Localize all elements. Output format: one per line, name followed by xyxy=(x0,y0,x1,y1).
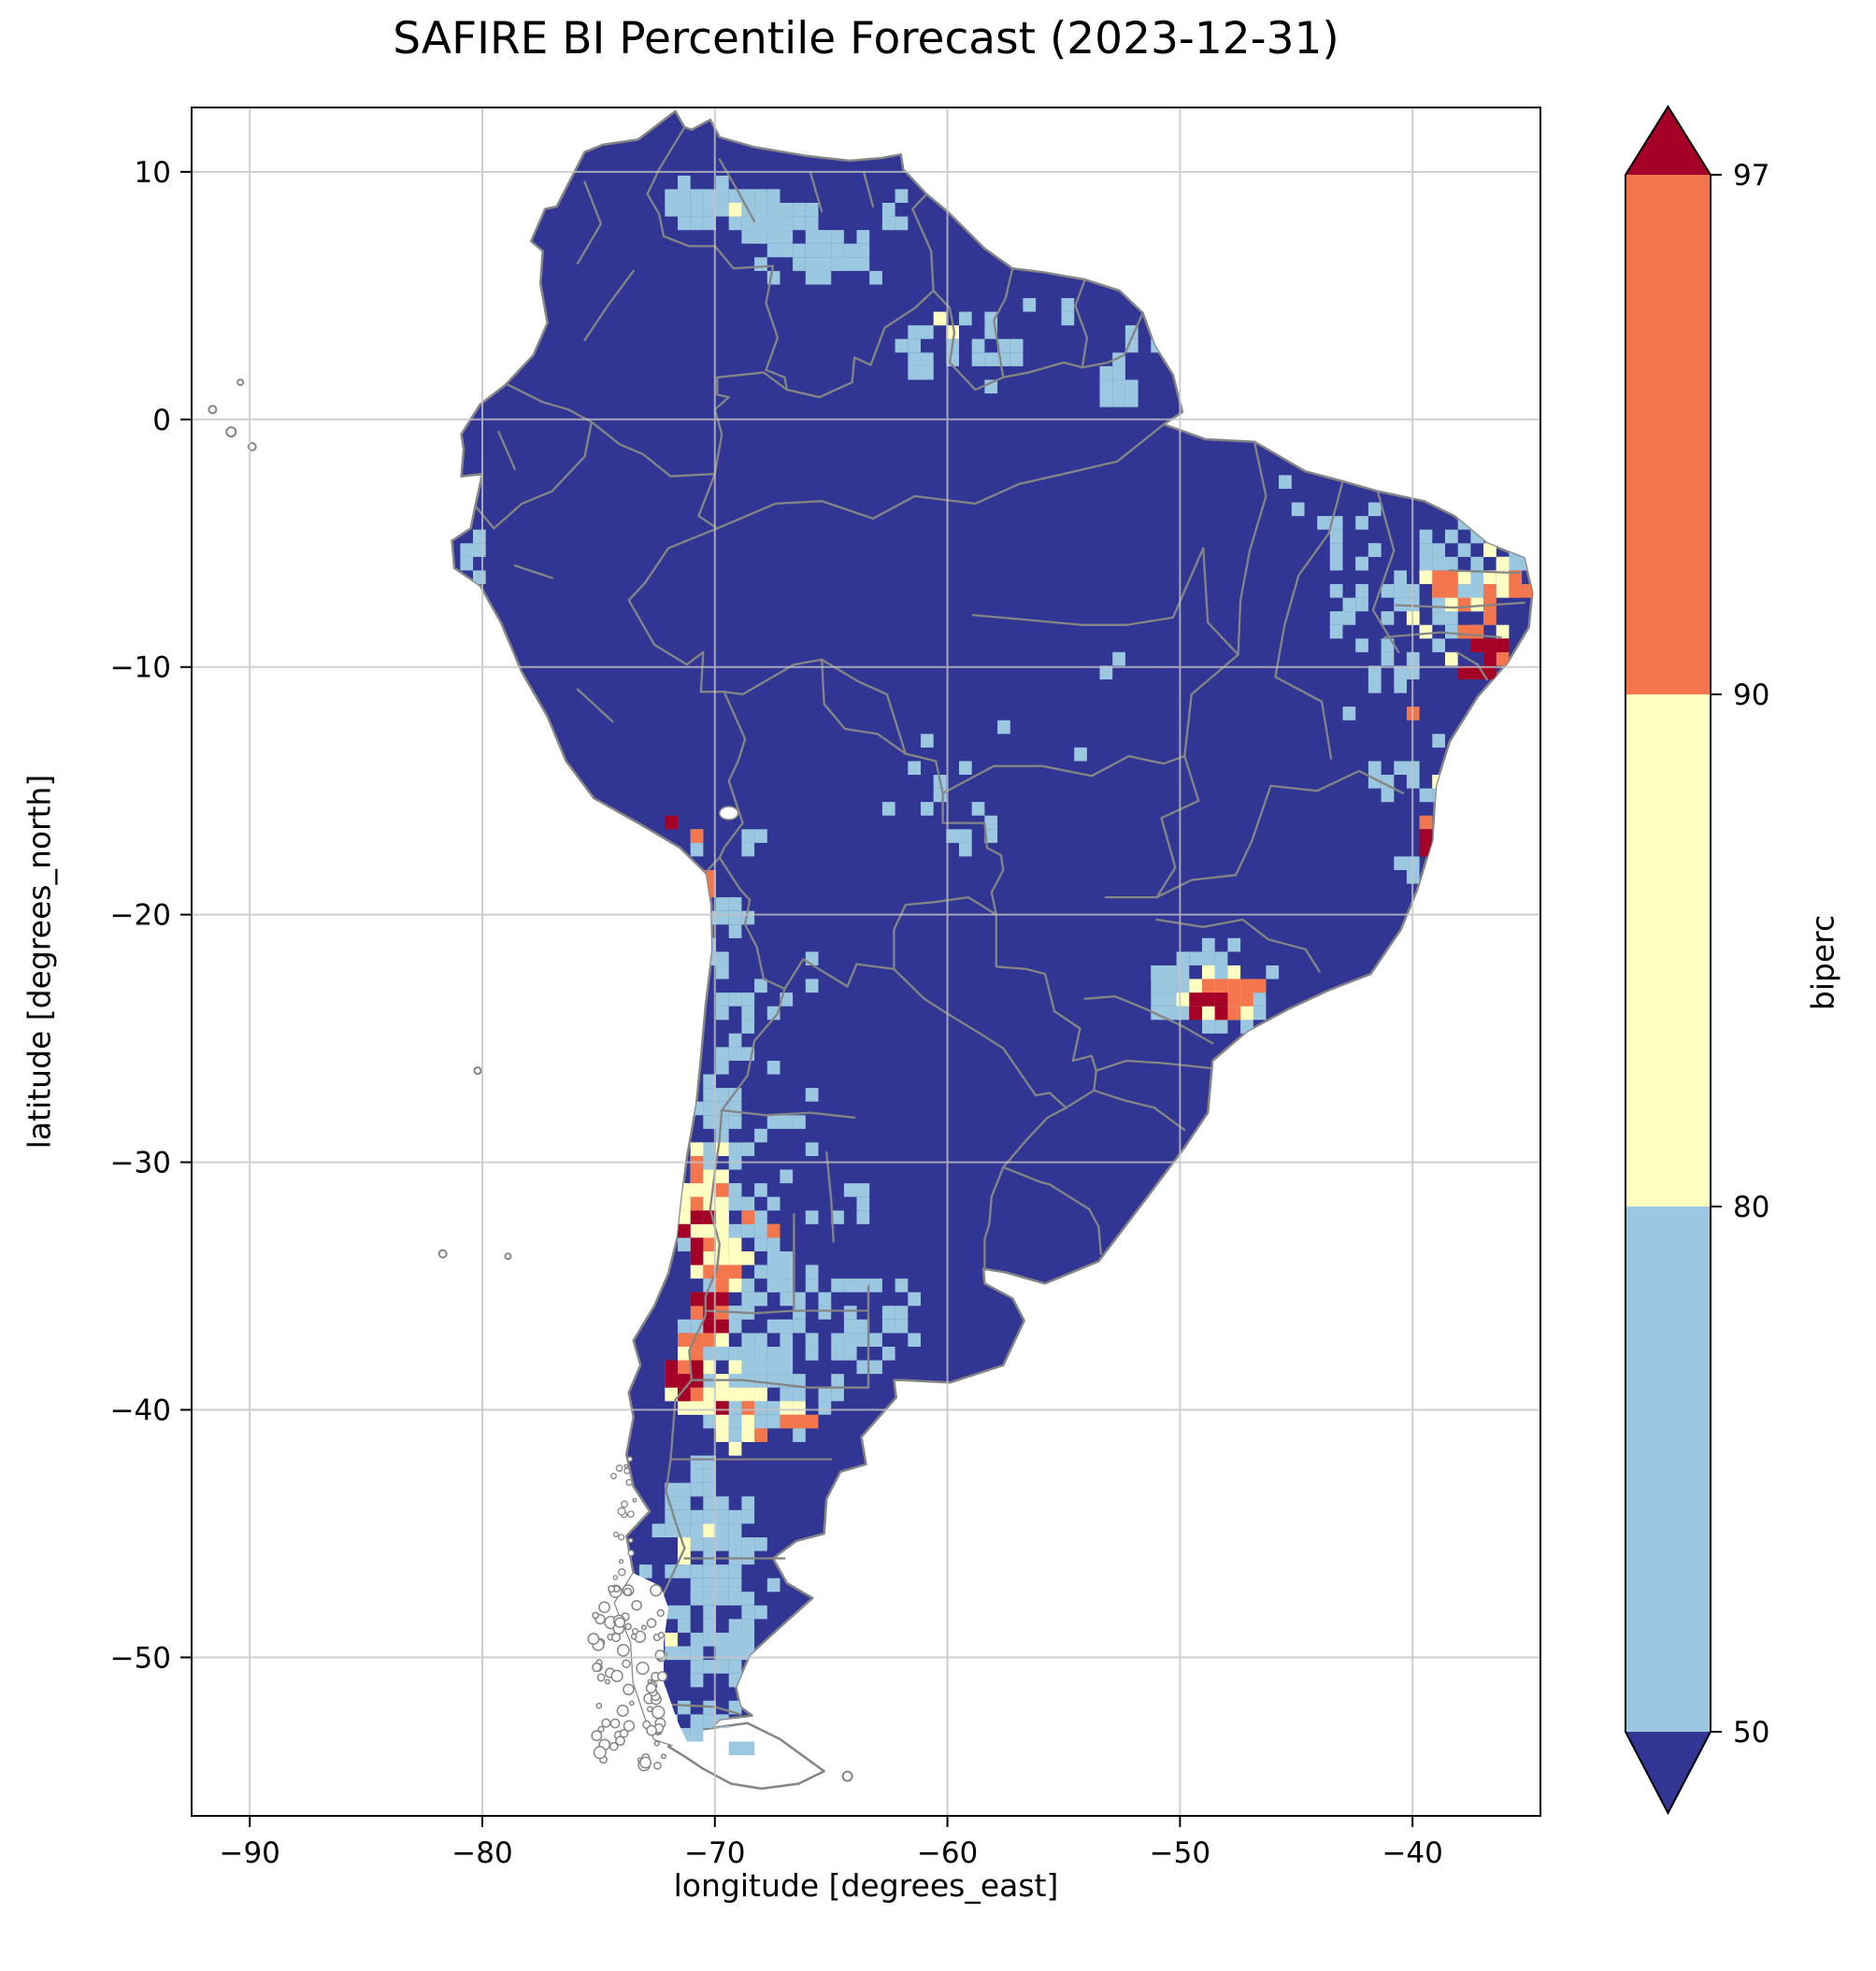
svg-text:−50: −50 xyxy=(110,1641,171,1675)
colorbar-tick-label: 90 xyxy=(1733,678,1769,712)
colorbar-tick-label: 97 xyxy=(1733,159,1769,193)
svg-text:−40: −40 xyxy=(1382,1836,1442,1870)
tierra-del-fuego xyxy=(666,1721,825,1791)
svg-text:−10: −10 xyxy=(110,651,171,685)
svg-text:0: 0 xyxy=(152,404,171,437)
colorbar-tick-label: 80 xyxy=(1733,1191,1769,1224)
svg-text:−50: −50 xyxy=(1150,1836,1210,1870)
map-layer xyxy=(208,109,1534,1791)
tick-marks xyxy=(180,170,1414,1827)
axes-frame xyxy=(191,107,1541,1817)
svg-text:−20: −20 xyxy=(110,899,171,933)
x-axis-label: longitude [degrees_east] xyxy=(673,1867,1059,1904)
svg-text:−90: −90 xyxy=(219,1836,279,1870)
tick-labels: −90 −80 −70 −60 −50 −40 10 0 −10 −20 −30 −40 −50 xyxy=(110,156,1443,1870)
fjord-region xyxy=(587,1456,692,1772)
islands xyxy=(208,378,853,1782)
svg-text:−40: −40 xyxy=(110,1394,171,1428)
plot-title: SAFIRE BI Percentile Forecast (2023-12-3… xyxy=(393,13,1339,64)
lake-titicaca xyxy=(718,806,739,821)
svg-text:−80: −80 xyxy=(451,1836,512,1870)
svg-text:−60: −60 xyxy=(917,1836,978,1870)
colorbar-tick-label: 50 xyxy=(1733,1716,1769,1750)
svg-text:10: 10 xyxy=(135,156,171,190)
svg-text:−70: −70 xyxy=(684,1836,745,1870)
svg-text:−30: −30 xyxy=(110,1147,171,1180)
colorbar: 97 90 80 50 xyxy=(1625,105,1769,1816)
gridlines xyxy=(192,107,1540,1816)
